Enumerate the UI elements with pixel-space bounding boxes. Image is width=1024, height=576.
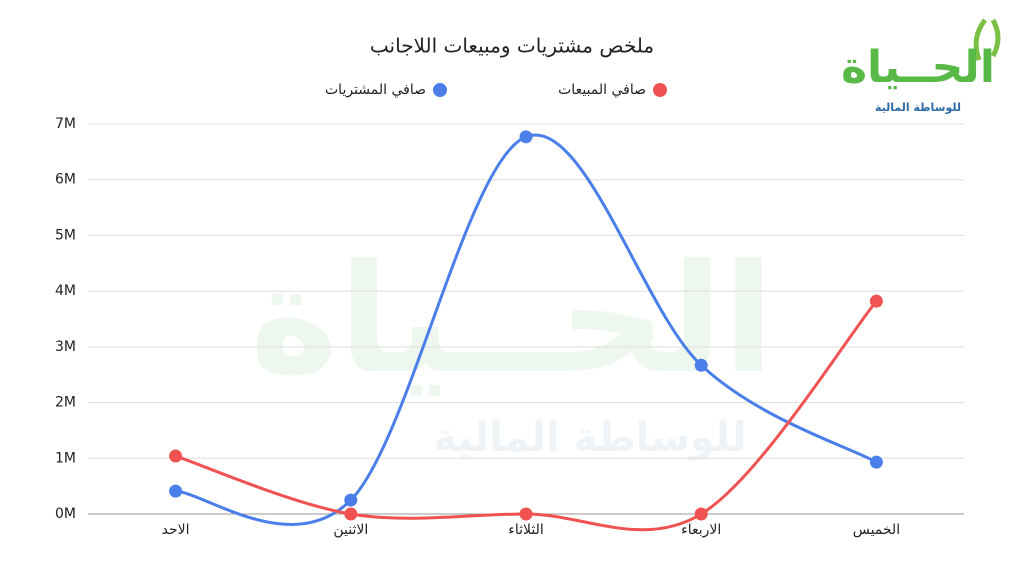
data-point <box>344 493 358 507</box>
x-tick-label: الاثنين <box>333 522 368 538</box>
y-tick-label: 3M <box>55 339 76 355</box>
watermark-name: الحــياة <box>250 233 775 407</box>
data-point <box>869 294 883 308</box>
logo-leaf <box>973 18 1001 61</box>
data-point <box>169 484 183 498</box>
x-tick-label: الاحد <box>162 522 190 538</box>
watermark: الحــياة للوساطة المالية <box>250 233 775 461</box>
watermark-tagline: للوساطة المالية <box>434 415 747 461</box>
logo-name: الحــياة <box>841 42 995 93</box>
data-point <box>344 507 358 521</box>
y-tick-label: 6M <box>55 172 76 188</box>
x-tick-label: الثلاثاء <box>508 522 543 538</box>
y-tick-label: 1M <box>55 450 76 466</box>
logo-tagline: للوساطة المالية <box>875 101 961 114</box>
x-tick-label: الخميس <box>853 522 900 538</box>
data-point <box>694 358 708 372</box>
y-tick-label: 7M <box>55 116 76 132</box>
legend-marker <box>653 83 667 97</box>
data-point <box>869 455 883 469</box>
data-point <box>169 449 183 463</box>
y-tick-label: 2M <box>55 395 76 411</box>
chart-title: ملخص مشتريات ومبيعات اللاجانب <box>370 34 654 58</box>
legend-marker <box>433 83 447 97</box>
legend-label: صافي المشتريات <box>325 82 426 98</box>
y-tick-label: 0M <box>55 506 76 522</box>
logo: الحــياة للوساطة المالية <box>841 18 1001 114</box>
data-point <box>519 507 533 521</box>
x-tick-label: الاربعاء <box>681 522 721 538</box>
legend-label: صافي المبيعات <box>558 82 646 98</box>
data-point <box>519 130 533 144</box>
y-tick-label: 5M <box>55 227 76 243</box>
data-point <box>694 507 708 521</box>
y-tick-label: 4M <box>55 283 76 299</box>
